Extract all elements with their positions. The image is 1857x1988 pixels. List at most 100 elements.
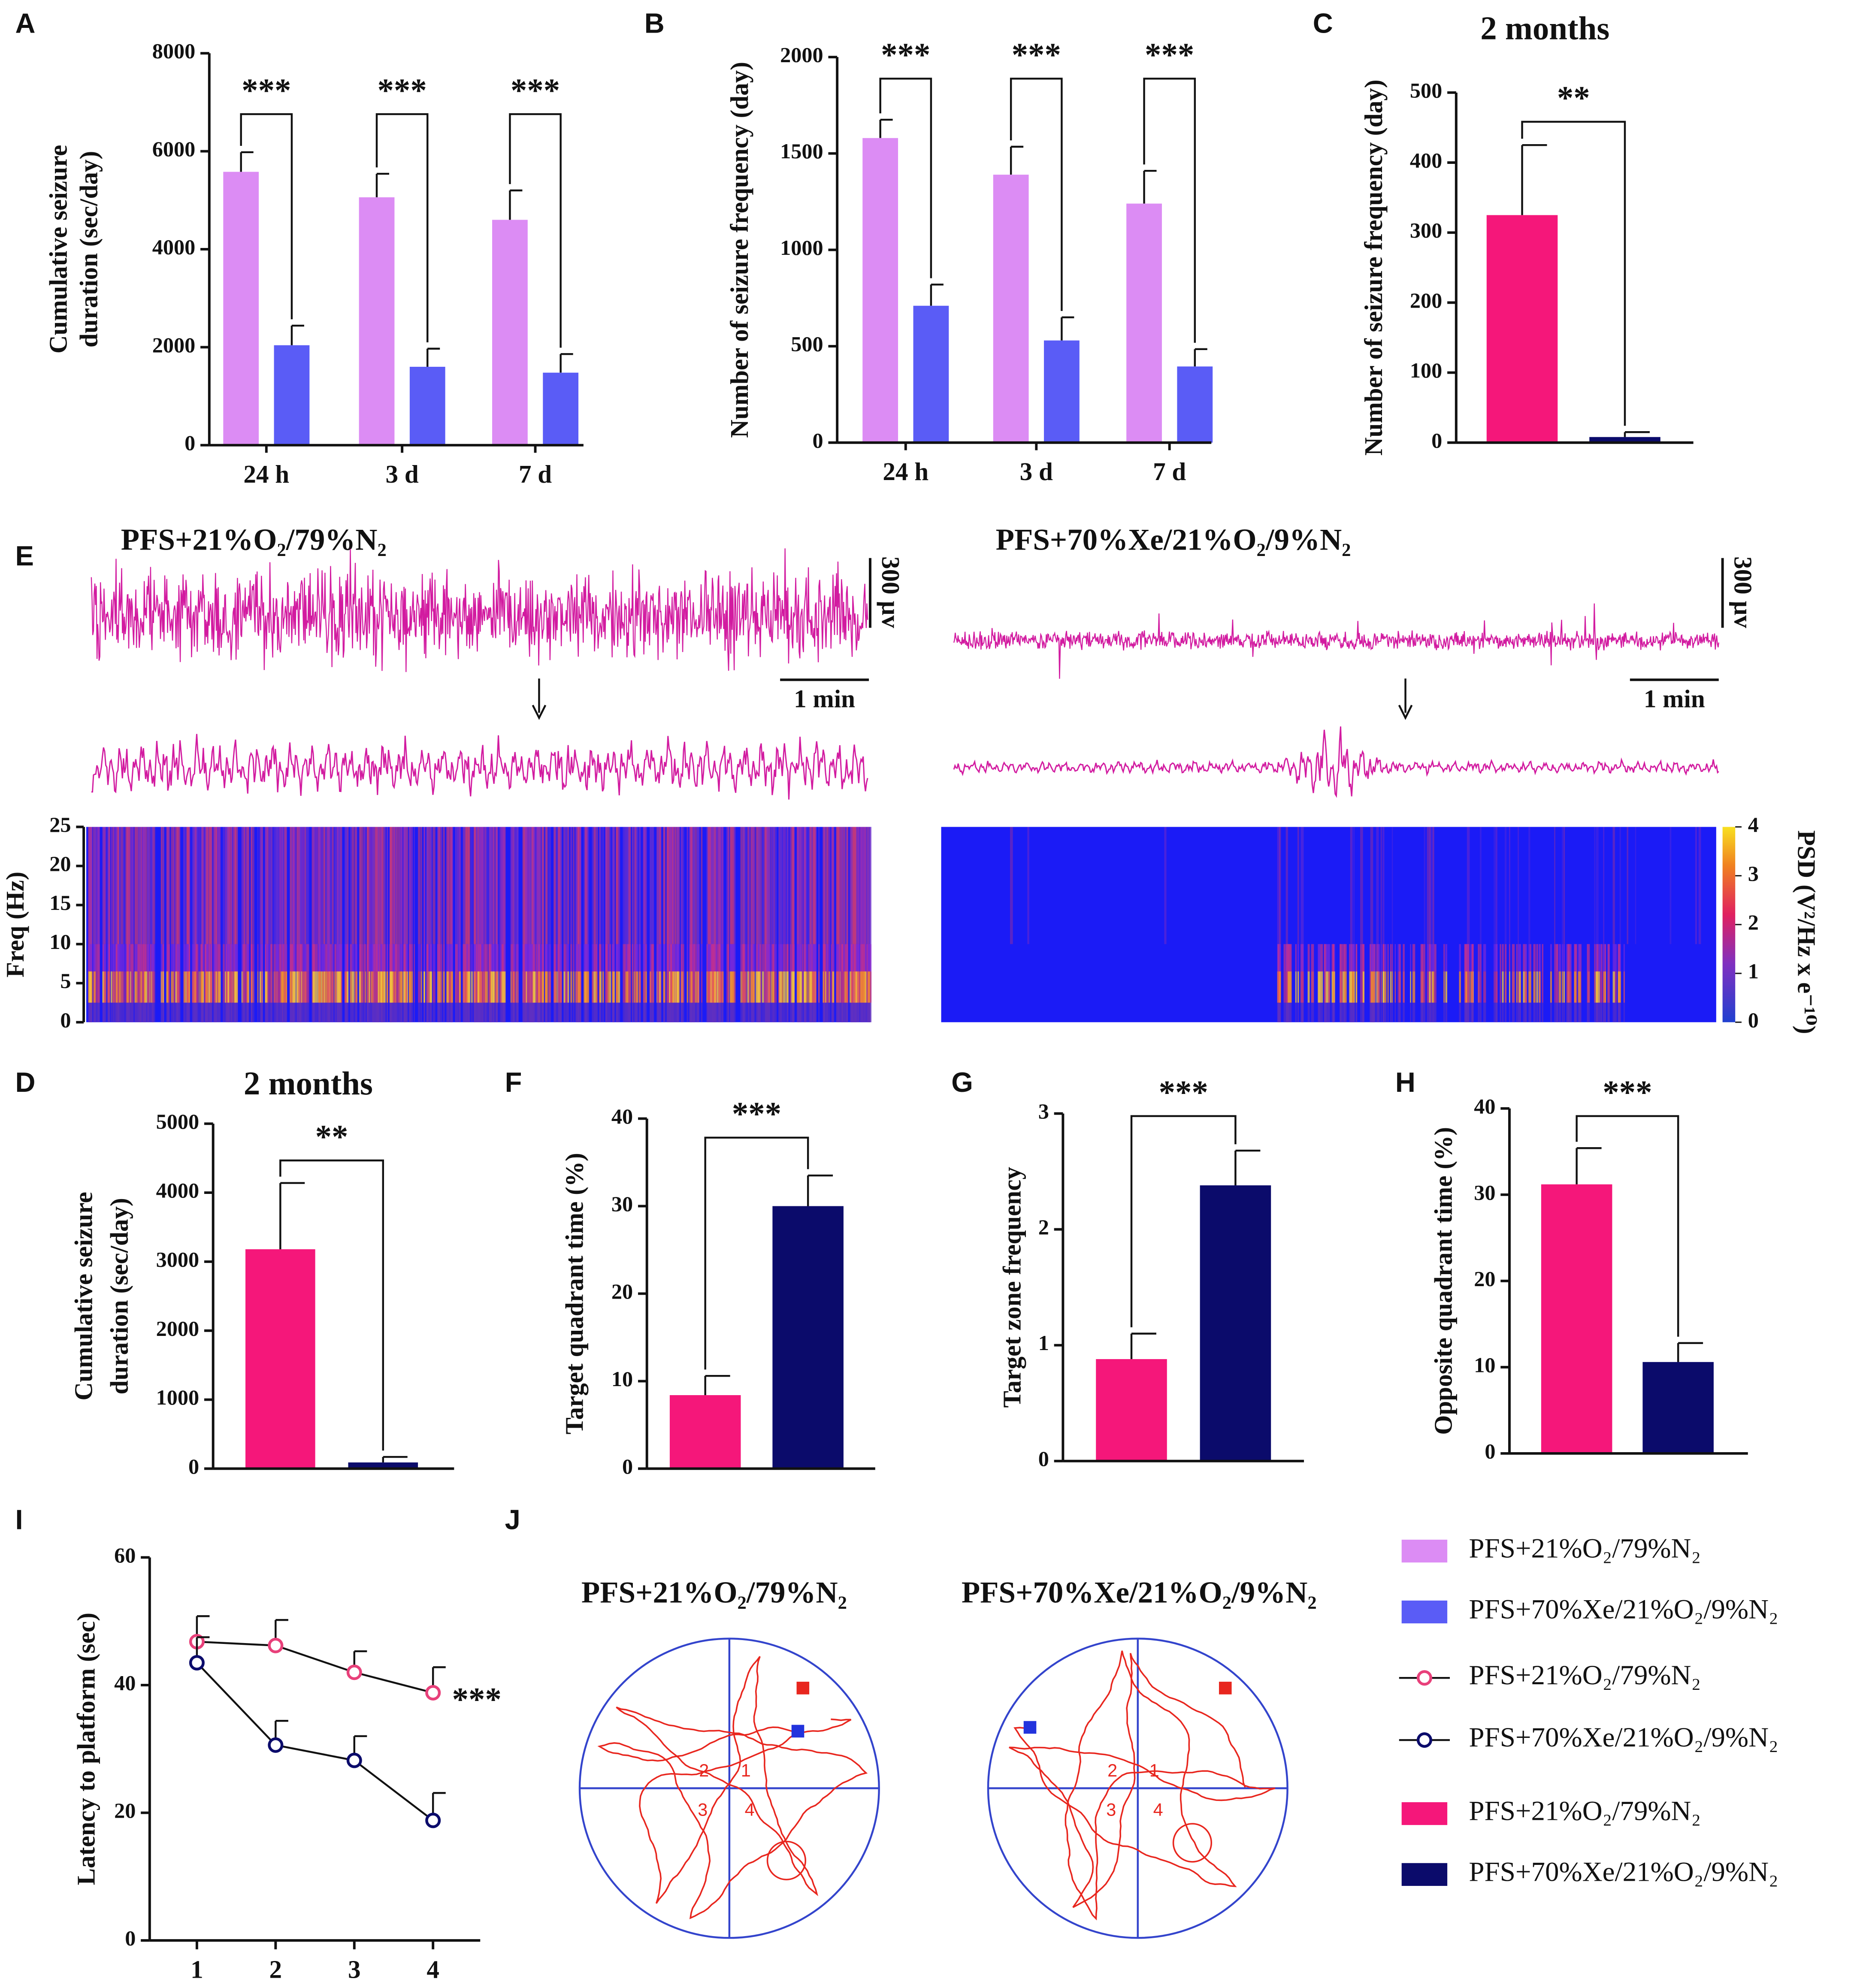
spectrogram-stripe xyxy=(764,944,766,972)
spectrogram-stripe xyxy=(247,1003,248,1022)
spectrogram-stripe xyxy=(1619,944,1621,972)
spectrogram-stripe xyxy=(651,971,654,1003)
spectrogram-stripe xyxy=(1550,971,1552,1003)
spectrogram-stripe xyxy=(1285,971,1288,1003)
spectrogram-stripe xyxy=(143,1003,146,1022)
spectrogram-stripe xyxy=(866,827,868,944)
point xyxy=(268,1737,284,1753)
spectrogram-stripe xyxy=(718,944,721,972)
spectrogram-stripe xyxy=(682,944,684,972)
x-tick-label: 4 xyxy=(426,1955,439,1984)
spectrogram-stripe xyxy=(1318,971,1320,1003)
spectrogram-stripe xyxy=(680,1003,683,1022)
legend-swatch xyxy=(1401,1539,1448,1563)
spectrogram-stripe xyxy=(257,827,259,944)
spectrogram-stripe xyxy=(410,827,413,944)
spectrogram-stripe xyxy=(428,827,431,944)
spectrogram-stripe xyxy=(392,1003,394,1022)
spectrogram-stripe xyxy=(1523,971,1526,1003)
spectrogram-stripe xyxy=(483,971,486,1003)
y-tick-label: 0 xyxy=(622,1454,633,1478)
spectrogram-stripe xyxy=(808,971,811,1003)
spectrogram-stripe xyxy=(1470,944,1473,972)
spectrogram-stripe xyxy=(312,1003,315,1022)
spectrogram-stripe xyxy=(1601,944,1603,972)
y-tick-label: 500 xyxy=(1410,78,1442,102)
spectrogram-stripe xyxy=(748,827,750,944)
spectrogram-stripe xyxy=(386,944,388,972)
spectrogram-stripe xyxy=(1595,1003,1597,1022)
spectrogram-stripe xyxy=(554,971,557,1003)
swim-loop xyxy=(1172,1823,1213,1863)
spectrogram-stripe xyxy=(363,944,365,972)
spectrogram-stripe xyxy=(396,1003,398,1022)
spectrogram-stripe xyxy=(771,971,774,1003)
spectrogram-stripe xyxy=(760,827,762,944)
spectrogram-stripe xyxy=(841,1003,844,1022)
spectrogram-stripe xyxy=(312,827,315,944)
spectrogram-stripe xyxy=(565,1003,566,1022)
spectrogram-stripe xyxy=(605,827,607,944)
spectrogram-stripe xyxy=(142,971,144,1003)
spectrogram-stripe xyxy=(711,827,714,944)
spectrogram-stripe xyxy=(1324,971,1326,1003)
spectrogram-stripe xyxy=(338,1003,341,1022)
spectrogram-stripe xyxy=(420,944,422,972)
spectrogram-stripe xyxy=(273,1003,276,1022)
spectrogram-stripe xyxy=(516,944,519,972)
spectrogram-stripe xyxy=(128,971,130,1003)
spectrogram-stripe xyxy=(1466,944,1469,972)
spectrogram-stripe xyxy=(405,944,407,972)
colorbar-tick-label: 3 xyxy=(1748,861,1759,885)
spectrogram-stripe xyxy=(351,1003,355,1022)
spectrogram-stripe xyxy=(390,1003,392,1022)
spectrogram-stripe xyxy=(823,944,825,972)
spectrogram-stripe xyxy=(1550,1003,1552,1022)
spectrogram-stripe xyxy=(128,827,130,944)
spectrogram-stripe xyxy=(152,971,155,1003)
spectrogram-stripe xyxy=(525,971,528,1003)
y-axis-label: Latency to platform (sec) xyxy=(72,1613,100,1885)
spectrogram-stripe xyxy=(475,827,478,944)
spectrogram-stripe xyxy=(1290,971,1292,1003)
spectrogram-stripe xyxy=(147,944,150,972)
spectrogram-stripe xyxy=(179,944,181,972)
spectrogram-stripe xyxy=(1603,944,1605,972)
spectrogram-stripe xyxy=(668,1003,671,1022)
spectrogram-stripe xyxy=(103,1003,104,1022)
spectrogram-stripe xyxy=(1410,971,1411,1003)
spectrogram-stripe xyxy=(113,971,115,1003)
spectrogram-stripe xyxy=(1369,971,1371,1003)
spectrogram-stripe xyxy=(645,944,647,972)
spectrogram-stripe xyxy=(682,1003,684,1022)
spectrogram-stripe xyxy=(1519,1003,1521,1022)
spectrogram-stripe xyxy=(1397,944,1400,972)
spectrogram-stripe xyxy=(649,1003,651,1022)
spectrogram-stripe xyxy=(409,827,411,944)
spectrogram-stripe xyxy=(483,1003,486,1022)
spectrogram-stripe xyxy=(1399,1003,1401,1022)
spectrogram-stripe xyxy=(253,944,254,972)
spectrogram-stripe xyxy=(273,827,276,944)
spectrogram-stripe xyxy=(720,944,723,972)
spectrogram-stripe xyxy=(363,1003,365,1022)
spectrogram-stripe xyxy=(696,971,699,1003)
spectrogram-stripe xyxy=(465,827,467,944)
spectrogram-stripe xyxy=(732,944,734,972)
spectrogram-stripe xyxy=(1470,1003,1473,1022)
spectrogram-stripe xyxy=(317,1003,318,1022)
spectrogram-stripe xyxy=(284,971,286,1003)
spectrogram-stripe xyxy=(1612,971,1615,1003)
spectrogram-stripe xyxy=(1563,971,1565,1003)
spectrogram-stripe xyxy=(126,827,129,944)
spectrogram-stripe xyxy=(265,971,268,1003)
spectrogram-stripe xyxy=(832,944,834,972)
spectrogram-stripe xyxy=(1459,1003,1461,1022)
spectrogram-stripe xyxy=(334,944,336,972)
spectrogram-stripe xyxy=(405,827,407,944)
spectrogram-stripe xyxy=(1472,971,1473,1003)
spectrogram-stripe xyxy=(322,944,324,972)
spectrogram-stripe xyxy=(818,1003,820,1022)
spectrogram-stripe xyxy=(1390,1003,1392,1022)
spectrogram-stripe xyxy=(789,827,791,944)
